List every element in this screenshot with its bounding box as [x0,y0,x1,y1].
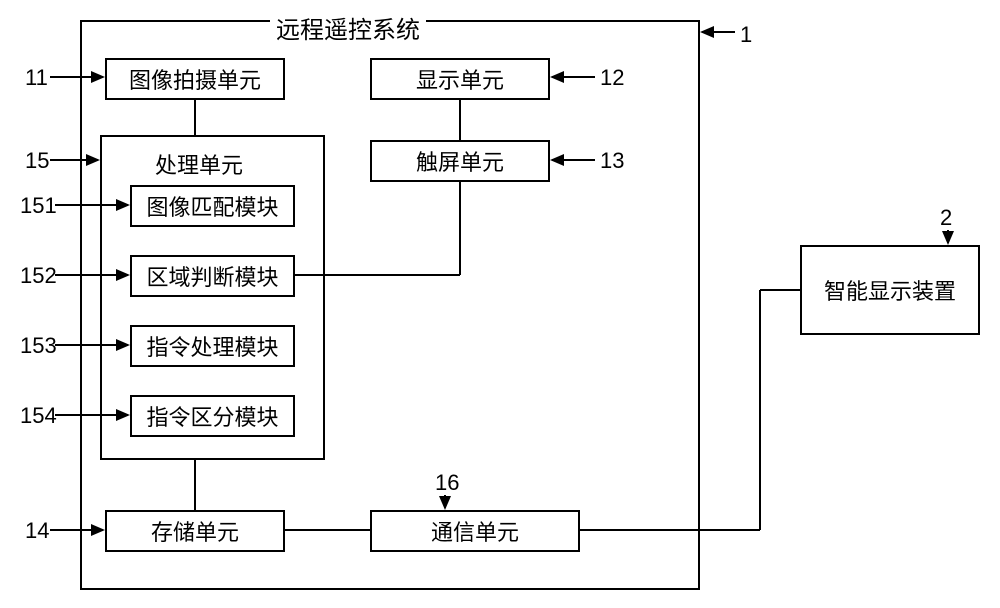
process-unit-title: 处理单元 [155,148,243,180]
label-151: 151 [20,193,57,219]
box-cmd-process: 指令处理模块 [130,325,295,367]
label-2: 2 [940,205,952,231]
box-img-capture: 图像拍摄单元 [105,58,285,100]
box-cmd-diff: 指令区分模块 [130,395,295,437]
box-display-unit: 显示单元 [370,58,550,100]
label-15: 15 [25,148,49,174]
label-11: 11 [25,65,48,91]
box-label: 触屏单元 [416,145,504,177]
box-label: 显示单元 [416,63,504,95]
box-label: 指令处理模块 [146,330,278,362]
label-12: 12 [600,65,624,91]
box-img-match: 图像匹配模块 [130,185,295,227]
label-154: 154 [20,403,57,429]
box-smart-display: 智能显示装置 [800,245,980,335]
label-1: 1 [740,22,752,48]
label-14: 14 [25,518,49,544]
system-title: 远程遥控系统 [270,10,426,45]
box-label: 智能显示装置 [824,274,956,306]
box-label: 图像拍摄单元 [129,63,261,95]
box-comm-unit: 通信单元 [370,510,580,552]
box-label: 存储单元 [151,515,239,547]
label-16: 16 [435,470,459,496]
box-touch-unit: 触屏单元 [370,140,550,182]
box-label: 指令区分模块 [146,400,278,432]
box-label: 图像匹配模块 [146,190,278,222]
box-storage-unit: 存储单元 [105,510,285,552]
label-152: 152 [20,263,57,289]
box-region-judge: 区域判断模块 [130,255,295,297]
label-13: 13 [600,148,624,174]
box-label: 区域判断模块 [146,260,278,292]
box-label: 通信单元 [431,515,519,547]
label-153: 153 [20,333,57,359]
